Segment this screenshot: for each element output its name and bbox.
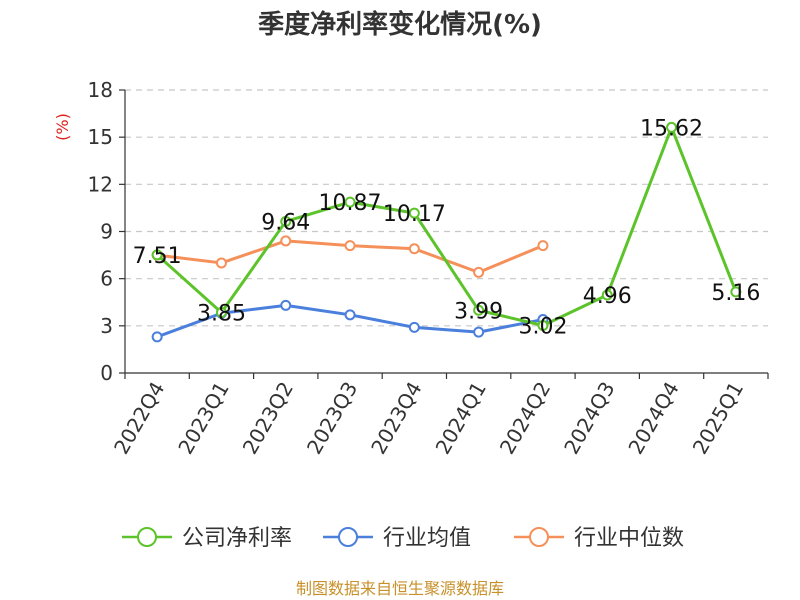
data-point[interactable] (473, 304, 485, 316)
data-point[interactable] (666, 121, 678, 133)
data-point[interactable] (408, 207, 420, 219)
data-point[interactable] (344, 196, 356, 208)
legend-item[interactable]: 行业中位数 (514, 526, 684, 551)
x-tick-label: 2024Q1 (431, 378, 491, 459)
x-tick-label: 2024Q2 (495, 378, 555, 459)
data-label: 5.16 (711, 281, 760, 306)
y-tick-label: 0 (100, 361, 113, 385)
data-point[interactable] (473, 266, 485, 278)
y-axis-unit-label: (%) (53, 113, 72, 141)
x-tick-label: 2023Q1 (173, 378, 233, 459)
x-tick-label: 2024Q4 (623, 378, 683, 459)
x-tick-label: 2022Q4 (109, 378, 169, 459)
data-point[interactable] (537, 240, 549, 252)
legend-item[interactable]: 公司净利率 (122, 526, 292, 551)
series-line (156, 125, 738, 328)
series-layer (151, 121, 742, 343)
data-point[interactable] (280, 215, 292, 227)
data-point[interactable] (151, 249, 163, 261)
x-tick-label: 2023Q4 (366, 378, 426, 459)
data-point[interactable] (473, 326, 485, 338)
data-point[interactable] (408, 321, 420, 333)
data-point[interactable] (344, 240, 356, 252)
x-tick-label: 2023Q3 (302, 378, 362, 459)
data-point[interactable] (280, 299, 292, 311)
legend-label: 公司净利率 (182, 526, 292, 551)
data-point[interactable] (215, 306, 227, 318)
legend[interactable]: 公司净利率 行业均值 行业中位数 (122, 526, 684, 551)
data-label: 10.87 (319, 191, 382, 216)
data-point[interactable] (280, 235, 292, 247)
data-point[interactable] (537, 320, 549, 332)
legend-marker (137, 527, 157, 547)
chart-title: 季度净利率变化情况(%) (258, 9, 542, 40)
source-note: 制图数据来自恒生聚源数据库 (296, 579, 504, 598)
data-labels: 7.51 3.85 9.64 10.87 10.17 3.99 3.02 4.96 15.62 5… (133, 116, 761, 339)
data-point[interactable] (408, 243, 420, 255)
y-tick-label: 6 (100, 267, 113, 291)
data-label: 10.17 (383, 202, 446, 227)
data-point[interactable] (730, 286, 742, 298)
y-tick-label: 3 (100, 314, 113, 338)
data-label: 7.51 (133, 244, 182, 269)
data-label: 3.02 (518, 315, 567, 340)
data-point[interactable] (215, 257, 227, 269)
data-label: 9.64 (261, 210, 310, 235)
x-tick-label: 2023Q2 (238, 378, 298, 459)
data-point[interactable] (344, 309, 356, 321)
data-label: 4.96 (583, 284, 632, 309)
y-tick-label: 9 (100, 220, 113, 244)
y-tick-label: 18 (88, 78, 113, 102)
legend-marker (338, 527, 358, 547)
x-tick-label: 2025Q1 (688, 378, 748, 459)
data-label: 15.62 (640, 116, 703, 141)
data-point[interactable] (601, 289, 613, 301)
legend-item[interactable]: 行业均值 (323, 526, 471, 551)
legend-label: 行业中位数 (574, 526, 684, 551)
x-tick-label: 2024Q3 (559, 378, 619, 459)
y-tick-label: 12 (88, 172, 113, 196)
grid (125, 89, 768, 327)
legend-marker (529, 527, 549, 547)
data-label: 3.99 (454, 299, 503, 324)
y-tick-label: 15 (88, 125, 113, 149)
data-point[interactable] (151, 331, 163, 343)
legend-label: 行业均值 (383, 526, 471, 551)
data-label: 3.85 (197, 301, 246, 326)
